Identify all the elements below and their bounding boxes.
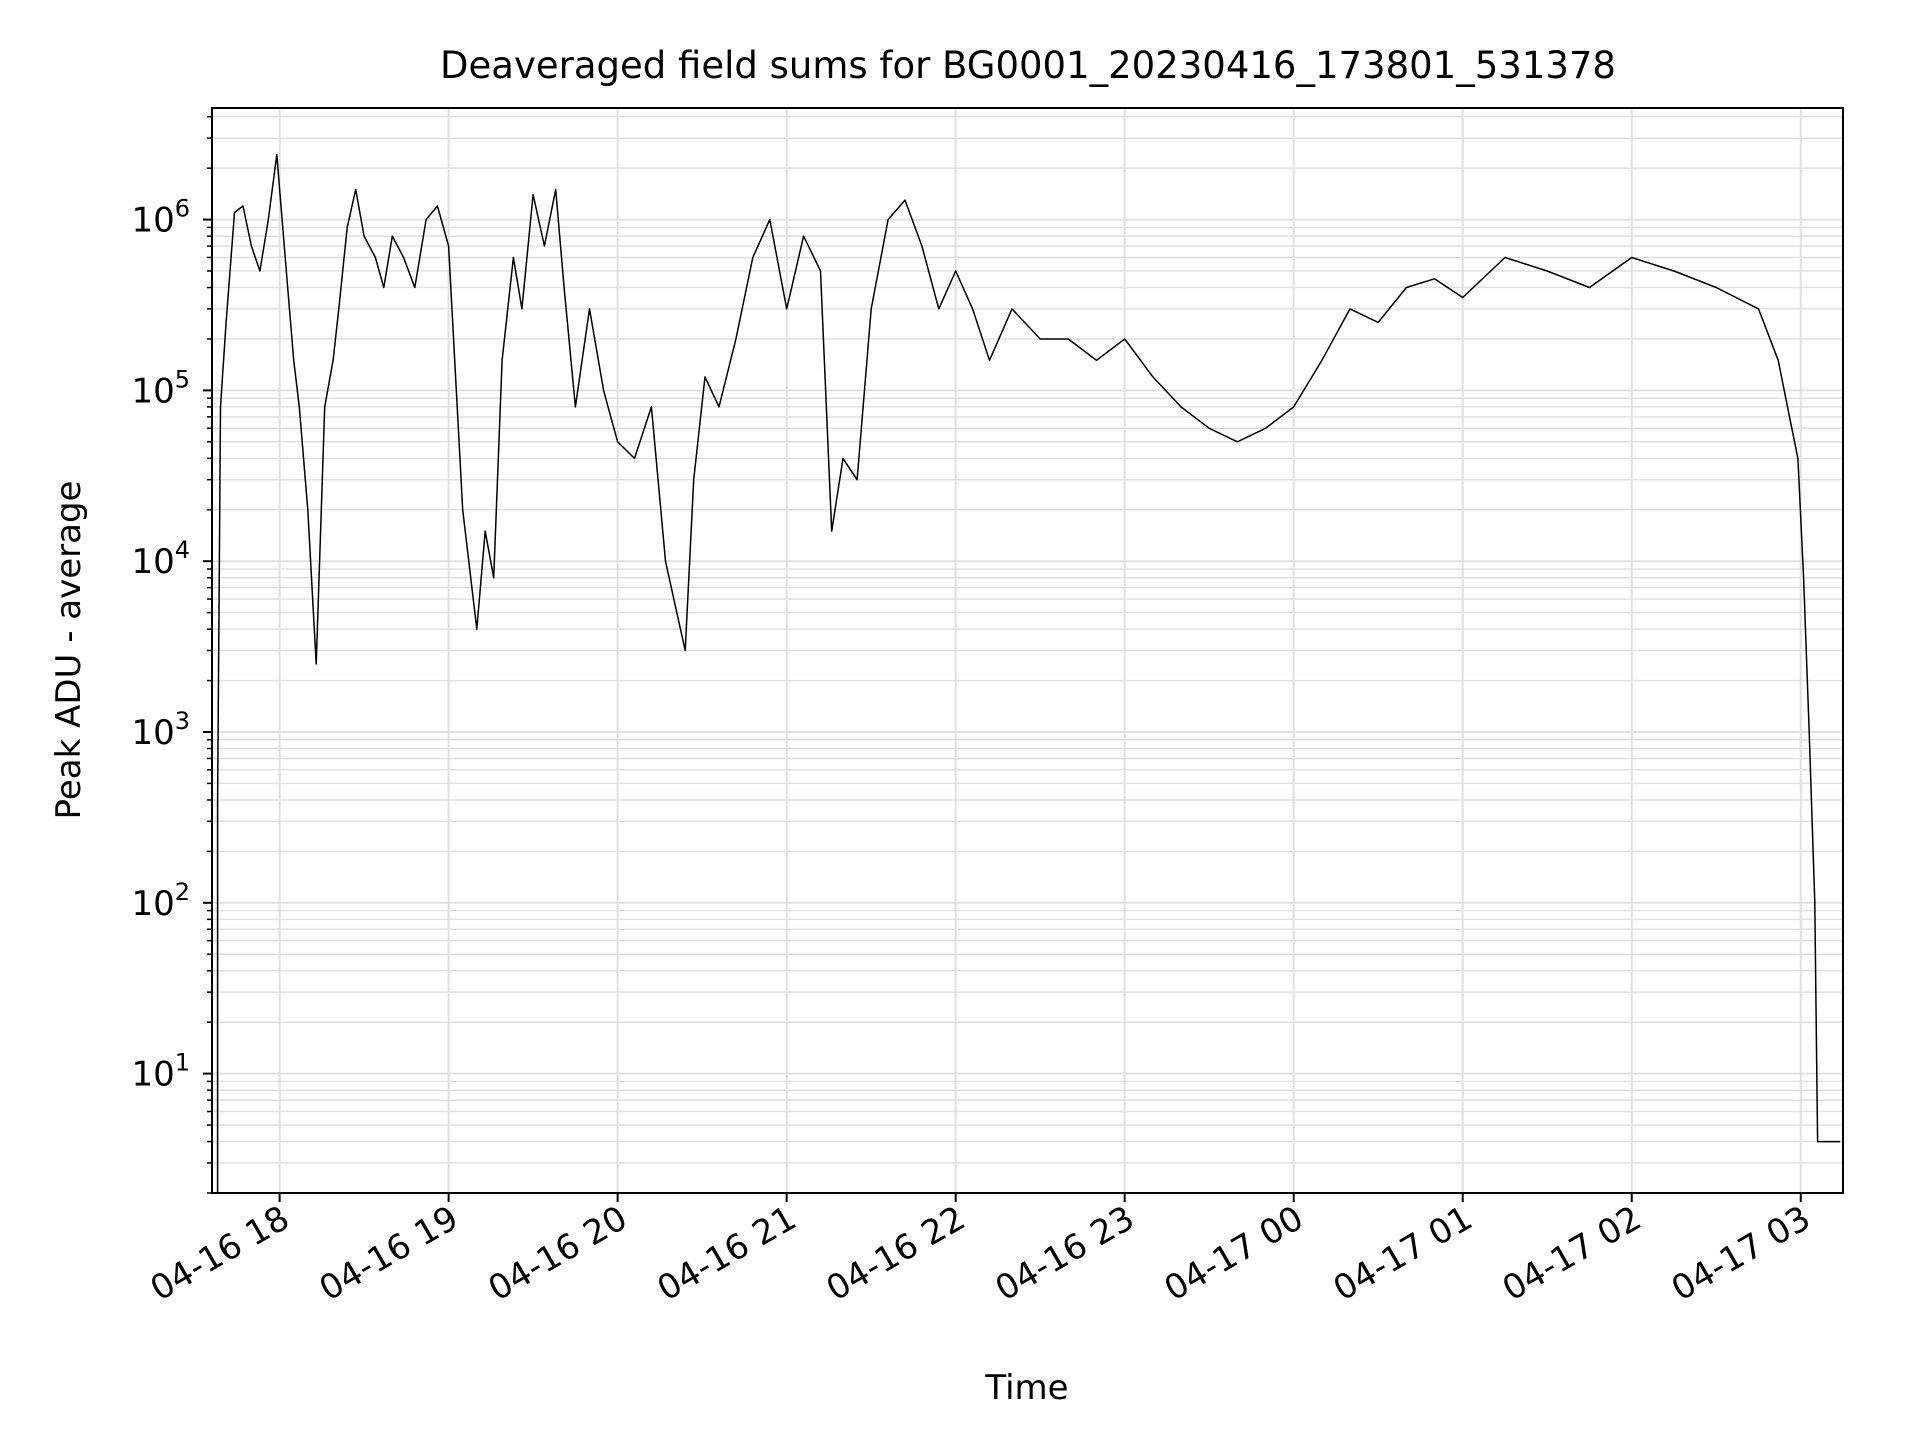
y-tick-label: 106: [131, 195, 190, 241]
series-layer: [216, 153, 1841, 1193]
y-axis-label: Peak ADU - average: [49, 481, 89, 820]
x-axis-label: Time: [984, 1368, 1068, 1408]
y-axis: 101 102 103 104 105 106: [131, 115, 212, 1194]
y-tick-label: 105: [131, 365, 190, 411]
y-tick-label: 103: [131, 707, 190, 753]
grid-minor-lines: [212, 115, 1843, 1194]
y-tick-label: 104: [131, 536, 190, 582]
y-tick-label: 101: [131, 1049, 190, 1095]
y-tick-label: 102: [131, 878, 190, 924]
series-line: [216, 153, 1841, 1193]
chart-title: Deaveraged field sums for BG0001_2023041…: [440, 44, 1616, 87]
grid-major-lines: [212, 108, 1843, 1193]
